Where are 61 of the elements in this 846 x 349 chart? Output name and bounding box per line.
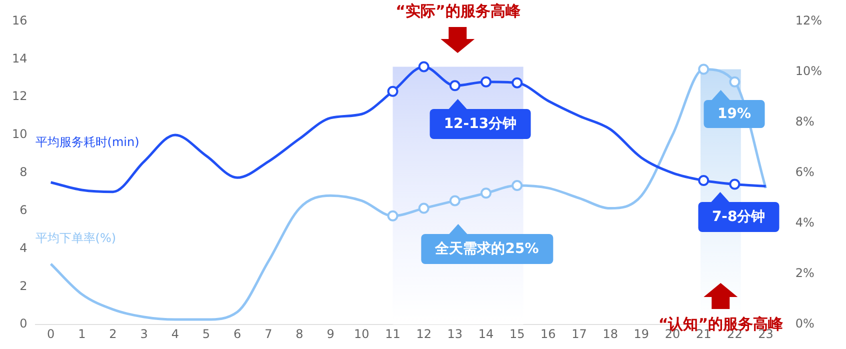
annotation: 7-8分钟 bbox=[698, 202, 780, 232]
series-label: 平均服务耗时(min) bbox=[35, 134, 140, 152]
x-tick-label: 17 bbox=[572, 326, 587, 341]
y-tick-label: 4 bbox=[20, 240, 28, 255]
y2-tick-label: 4% bbox=[795, 216, 814, 230]
point bbox=[449, 195, 460, 206]
point bbox=[512, 180, 523, 192]
x-tick-label: 10 bbox=[354, 326, 370, 341]
x-tick-label: 8 bbox=[296, 326, 304, 341]
point bbox=[387, 86, 398, 97]
point bbox=[418, 61, 430, 72]
x-tick-label: 7 bbox=[264, 326, 272, 341]
y-tick-label: 8 bbox=[20, 165, 28, 180]
y-tick-label: 14 bbox=[12, 51, 28, 66]
callout: 12-13分钟 bbox=[430, 99, 531, 140]
y2-tick-label: 2% bbox=[795, 266, 814, 280]
y-tick-label: 12 bbox=[12, 89, 28, 104]
point bbox=[698, 174, 710, 186]
x-tick-label: 13 bbox=[447, 326, 463, 341]
x-tick-label: 4 bbox=[171, 326, 179, 341]
y-tick-label: 6 bbox=[20, 202, 28, 217]
y2-tick-label: 0% bbox=[795, 316, 814, 331]
x-tick-label: 0 bbox=[46, 326, 55, 341]
point bbox=[729, 178, 740, 190]
x-tick-label: 11 bbox=[385, 326, 400, 341]
x-tick-label: 6 bbox=[234, 326, 242, 341]
y2-tick-label: 8% bbox=[795, 114, 814, 128]
point bbox=[480, 76, 492, 88]
point bbox=[512, 77, 523, 88]
annotation: 全天需求的25% bbox=[421, 234, 553, 264]
annotation: 12-13分钟 bbox=[430, 109, 531, 140]
x-tick-label: 14 bbox=[478, 326, 494, 341]
y-tick-label: 10 bbox=[12, 127, 28, 142]
point bbox=[729, 76, 740, 88]
callout: 19% bbox=[703, 90, 765, 128]
text: 平均下单率(%) bbox=[35, 230, 116, 247]
y-tick-label: 0 bbox=[20, 316, 28, 331]
x-tick-label: 5 bbox=[202, 326, 210, 341]
y-tick-label: 16 bbox=[12, 13, 28, 28]
x-tick-label: 16 bbox=[540, 326, 556, 341]
x-tick-label: 18 bbox=[602, 326, 618, 341]
point bbox=[387, 210, 398, 222]
text: “实际”的服务高峰 bbox=[396, 2, 520, 21]
x-tick-label: 1 bbox=[78, 326, 86, 341]
y2-tick-label: 10% bbox=[795, 64, 822, 78]
x-tick-label: 19 bbox=[634, 326, 650, 341]
x-tick-label: 12 bbox=[416, 326, 432, 341]
callout: 7-8分钟 bbox=[698, 192, 780, 232]
x-tick-label: 3 bbox=[140, 326, 148, 341]
y-tick-label: 2 bbox=[20, 278, 28, 293]
y2-tick-label: 12% bbox=[795, 13, 822, 28]
point bbox=[449, 80, 460, 92]
annotation: 19% bbox=[703, 100, 765, 128]
x-tick-label: 15 bbox=[509, 326, 525, 341]
point bbox=[418, 202, 430, 214]
point bbox=[698, 64, 710, 75]
callout: 全天需求的25% bbox=[421, 224, 553, 264]
x-tick-label: 9 bbox=[326, 326, 334, 341]
y2-tick-label: 6% bbox=[795, 165, 814, 180]
x-tick-label: 2 bbox=[109, 326, 117, 341]
point bbox=[480, 188, 492, 199]
